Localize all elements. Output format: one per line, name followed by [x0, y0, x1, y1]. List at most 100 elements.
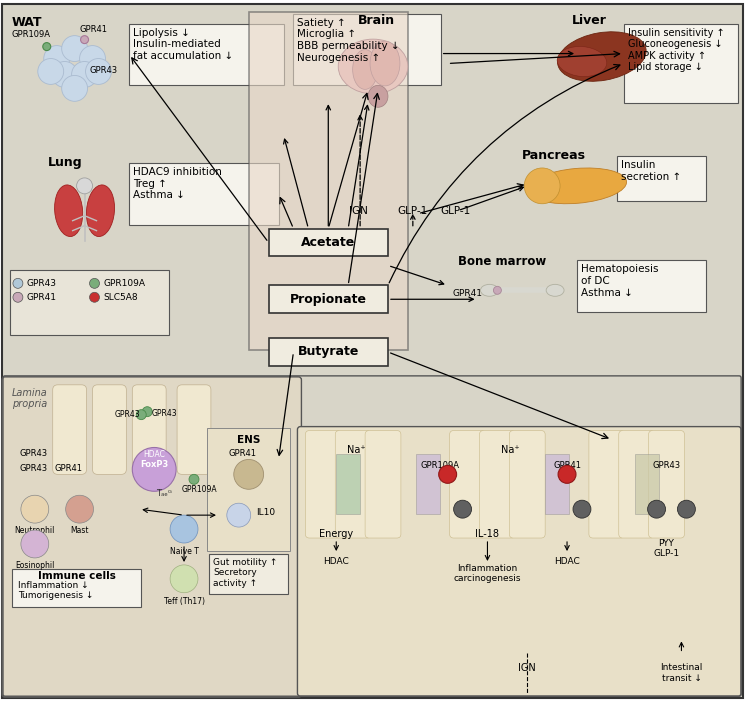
Text: Acetate: Acetate — [301, 236, 356, 249]
Circle shape — [43, 43, 51, 51]
Text: GPR109A: GPR109A — [182, 485, 218, 494]
FancyBboxPatch shape — [177, 385, 211, 475]
Text: GPR109A: GPR109A — [103, 279, 145, 288]
FancyBboxPatch shape — [545, 454, 569, 514]
Text: Tₐₑᴳ: Tₐₑᴳ — [157, 489, 172, 498]
Ellipse shape — [368, 86, 388, 107]
FancyBboxPatch shape — [130, 163, 279, 225]
Text: Liver: Liver — [572, 14, 607, 27]
FancyBboxPatch shape — [336, 454, 360, 514]
FancyBboxPatch shape — [12, 569, 142, 607]
Circle shape — [170, 565, 198, 592]
Text: GPR43: GPR43 — [90, 67, 118, 76]
Text: Insulin sensitivity ↑
Gluconeogenesis ↓
AMPK activity ↑
Lipid storage ↓: Insulin sensitivity ↑ Gluconeogenesis ↓ … — [628, 27, 724, 72]
Circle shape — [573, 501, 591, 518]
Text: Neutrophil: Neutrophil — [15, 526, 55, 535]
FancyBboxPatch shape — [634, 454, 658, 514]
FancyBboxPatch shape — [336, 430, 371, 538]
Circle shape — [648, 501, 666, 518]
FancyBboxPatch shape — [589, 430, 625, 538]
Circle shape — [61, 75, 88, 101]
FancyBboxPatch shape — [297, 427, 741, 696]
Ellipse shape — [481, 284, 498, 296]
Text: FoxP3: FoxP3 — [140, 460, 169, 469]
Text: Intestinal
transit ↓: Intestinal transit ↓ — [661, 663, 703, 683]
Circle shape — [21, 530, 49, 558]
Text: Immune cells: Immune cells — [37, 571, 115, 581]
Text: IGN: IGN — [518, 663, 536, 673]
FancyBboxPatch shape — [52, 385, 87, 475]
FancyBboxPatch shape — [130, 24, 284, 86]
FancyBboxPatch shape — [365, 430, 401, 538]
FancyBboxPatch shape — [616, 156, 706, 201]
FancyBboxPatch shape — [294, 14, 440, 86]
FancyBboxPatch shape — [133, 385, 166, 475]
Ellipse shape — [546, 284, 564, 296]
FancyBboxPatch shape — [10, 270, 169, 335]
Circle shape — [21, 495, 49, 523]
Text: IGN: IGN — [349, 206, 368, 216]
FancyBboxPatch shape — [306, 430, 342, 538]
Text: WAT: WAT — [12, 15, 43, 29]
Ellipse shape — [527, 168, 627, 204]
FancyBboxPatch shape — [209, 554, 288, 594]
Text: Naive T: Naive T — [169, 547, 198, 556]
Circle shape — [37, 58, 64, 84]
Text: GPR41: GPR41 — [553, 461, 581, 470]
FancyBboxPatch shape — [577, 260, 706, 312]
Circle shape — [13, 279, 23, 289]
Text: GPR41: GPR41 — [452, 289, 482, 298]
Circle shape — [558, 465, 576, 483]
Text: IL-18: IL-18 — [476, 529, 500, 539]
Circle shape — [72, 62, 97, 87]
Circle shape — [170, 515, 198, 543]
Text: GPR109A: GPR109A — [12, 29, 51, 39]
Circle shape — [52, 62, 78, 87]
Ellipse shape — [557, 46, 607, 77]
Text: GPR41: GPR41 — [27, 293, 57, 302]
Circle shape — [79, 46, 106, 72]
Text: Gq: Gq — [682, 506, 691, 512]
FancyBboxPatch shape — [93, 385, 127, 475]
Text: GPR41: GPR41 — [79, 25, 108, 34]
Text: HDAC: HDAC — [324, 557, 349, 566]
Text: Hematopoiesis
of DC
Asthma ↓: Hematopoiesis of DC Asthma ↓ — [581, 265, 658, 298]
Circle shape — [677, 501, 695, 518]
Circle shape — [524, 168, 560, 204]
Text: Satiety ↑
Microglia ↑
BBB permeability ↓
Neurogenesis ↑: Satiety ↑ Microglia ↑ BBB permeability ↓… — [297, 18, 400, 62]
Text: GPR43: GPR43 — [20, 465, 48, 473]
FancyBboxPatch shape — [624, 24, 739, 103]
Text: GLP-1: GLP-1 — [398, 206, 428, 216]
Text: Insulin
secretion ↑: Insulin secretion ↑ — [621, 160, 681, 182]
Text: Butyrate: Butyrate — [297, 345, 359, 359]
Circle shape — [136, 410, 146, 420]
Ellipse shape — [370, 41, 400, 86]
Text: Mast: Mast — [70, 526, 89, 535]
Text: GPR41: GPR41 — [228, 449, 257, 458]
Text: HDAC: HDAC — [143, 450, 165, 459]
FancyBboxPatch shape — [2, 377, 301, 697]
Text: ENS: ENS — [237, 435, 261, 444]
Circle shape — [81, 36, 88, 44]
FancyBboxPatch shape — [269, 338, 388, 366]
Text: GPR43: GPR43 — [652, 461, 681, 470]
Circle shape — [66, 495, 94, 523]
Circle shape — [454, 501, 472, 518]
Circle shape — [85, 58, 112, 84]
FancyBboxPatch shape — [619, 430, 655, 538]
Text: Propionate: Propionate — [290, 293, 367, 306]
Circle shape — [90, 292, 100, 303]
Text: Lung: Lung — [48, 156, 82, 169]
Ellipse shape — [557, 32, 646, 81]
Text: IL10: IL10 — [255, 508, 275, 517]
Text: Na⁺: Na⁺ — [347, 444, 366, 454]
Text: Lamina
propria: Lamina propria — [12, 388, 48, 409]
Circle shape — [227, 503, 251, 527]
Ellipse shape — [353, 50, 377, 89]
Circle shape — [43, 46, 70, 72]
Ellipse shape — [339, 39, 408, 94]
Text: HDAC9 inhibition
Treg ↑
Asthma ↓: HDAC9 inhibition Treg ↑ Asthma ↓ — [133, 167, 222, 200]
Circle shape — [76, 178, 93, 194]
FancyBboxPatch shape — [509, 430, 545, 538]
Circle shape — [494, 286, 501, 294]
